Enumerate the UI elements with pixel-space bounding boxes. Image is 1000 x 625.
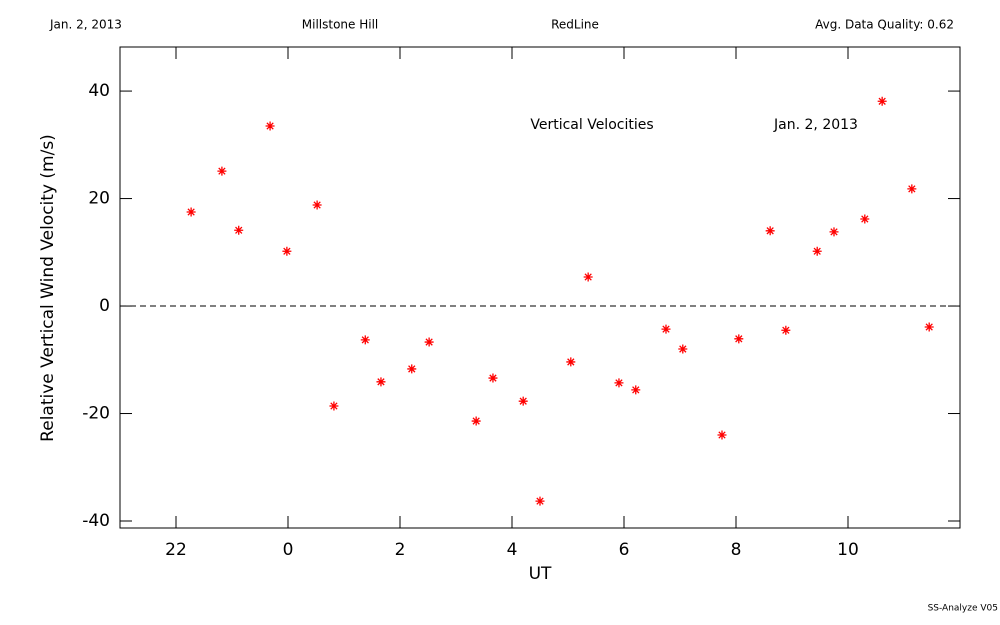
data-point bbox=[407, 364, 417, 374]
data-point bbox=[829, 227, 839, 237]
data-point bbox=[877, 96, 887, 106]
data-point bbox=[329, 401, 339, 411]
data-point bbox=[535, 496, 545, 506]
y-tick-label: 20 bbox=[88, 189, 110, 209]
data-point bbox=[518, 396, 528, 406]
x-tick-label: 2 bbox=[395, 540, 406, 560]
data-point bbox=[678, 344, 688, 354]
data-point bbox=[860, 214, 870, 224]
data-point bbox=[924, 322, 934, 332]
y-axis-label: Relative Vertical Wind Velocity (m/s) bbox=[38, 134, 58, 442]
x-tick-label: 22 bbox=[165, 540, 187, 560]
data-point bbox=[265, 121, 275, 131]
y-tick-label: 0 bbox=[99, 296, 110, 316]
data-point bbox=[424, 337, 434, 347]
x-tick-label: 6 bbox=[619, 540, 630, 560]
header-quality: Avg. Data Quality: 0.62 bbox=[815, 18, 954, 32]
x-tick-label: 4 bbox=[507, 540, 518, 560]
data-point bbox=[312, 200, 322, 210]
data-point bbox=[282, 246, 292, 256]
x-tick-label: 0 bbox=[283, 540, 294, 560]
data-point bbox=[186, 207, 196, 217]
data-point bbox=[471, 416, 481, 426]
x-tick-label: 8 bbox=[731, 540, 742, 560]
header-date: Jan. 2, 2013 bbox=[49, 18, 122, 32]
data-point bbox=[583, 272, 593, 282]
data-point bbox=[234, 225, 244, 235]
data-point bbox=[217, 166, 227, 176]
footer: SS-Analyze V05 bbox=[928, 604, 998, 614]
data-point bbox=[631, 385, 641, 395]
data-point bbox=[717, 430, 727, 440]
data-point bbox=[376, 377, 386, 387]
x-tick-label: 10 bbox=[837, 540, 859, 560]
data-point bbox=[907, 184, 917, 194]
header-line: RedLine bbox=[551, 18, 599, 32]
data-point bbox=[360, 335, 370, 345]
data-point bbox=[661, 324, 671, 334]
y-tick-label: -40 bbox=[82, 511, 110, 531]
x-axis-label: UT bbox=[529, 564, 552, 584]
data-point bbox=[566, 357, 576, 367]
data-point bbox=[812, 246, 822, 256]
y-tick-label: 40 bbox=[88, 81, 110, 101]
plot-frame bbox=[119, 46, 961, 529]
annotation: Vertical Velocities bbox=[530, 117, 653, 133]
annotation: Jan. 2, 2013 bbox=[773, 117, 858, 133]
data-point bbox=[488, 373, 498, 383]
data-point bbox=[734, 334, 744, 344]
data-point bbox=[614, 378, 624, 388]
y-tick-label: -20 bbox=[82, 404, 110, 424]
data-point bbox=[781, 325, 791, 335]
data-point bbox=[765, 226, 775, 236]
header-site: Millstone Hill bbox=[302, 18, 378, 32]
